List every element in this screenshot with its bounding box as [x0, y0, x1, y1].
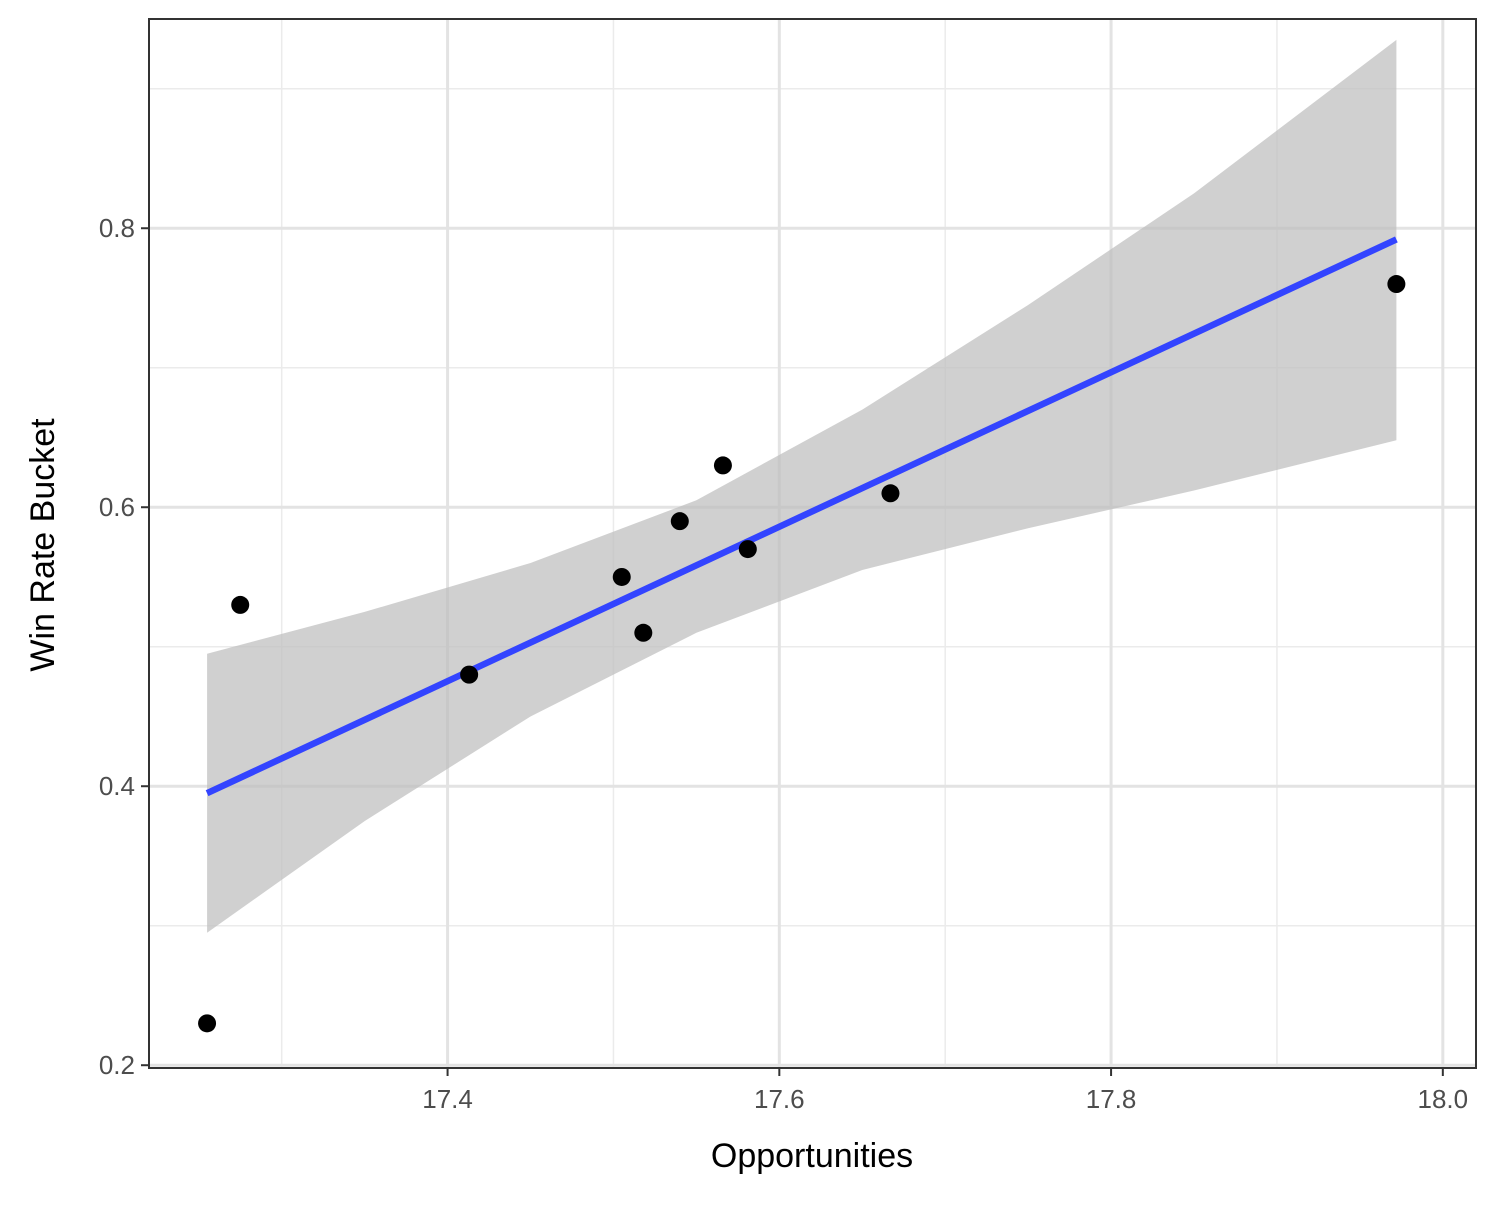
data-point	[881, 484, 900, 503]
data-point	[713, 456, 732, 475]
confidence-band-layer	[207, 39, 1397, 933]
x-tick-label: 17.6	[754, 1084, 805, 1114]
data-point	[231, 595, 250, 614]
x-tick-label: 17.4	[422, 1084, 473, 1114]
data-point	[1387, 275, 1406, 294]
data-point	[198, 1014, 217, 1033]
x-tick-label: 18.0	[1418, 1084, 1469, 1114]
data-point	[738, 540, 757, 559]
x-axis-title: Opportunities	[711, 1137, 913, 1175]
y-tick-label: 0.6	[99, 492, 135, 522]
axes: 17.4 17.6 17.8 18.0 0.2 0.4 0.6 0.8	[99, 18, 1477, 1114]
data-points	[198, 275, 1406, 1033]
data-point	[612, 567, 631, 586]
y-tick-label: 0.2	[99, 1050, 135, 1080]
panel-border	[148, 18, 1477, 1069]
x-tick-label: 17.8	[1086, 1084, 1137, 1114]
trend-line	[205, 236, 1398, 797]
data-point	[634, 623, 653, 642]
data-point	[460, 665, 479, 684]
data-point	[670, 512, 689, 531]
confidence-band	[207, 39, 1397, 933]
trend-line-layer	[205, 236, 1398, 797]
y-tick-label: 0.4	[99, 771, 135, 801]
y-tick-label: 0.8	[99, 213, 135, 243]
y-axis-title: Win Rate Bucket	[24, 418, 62, 672]
